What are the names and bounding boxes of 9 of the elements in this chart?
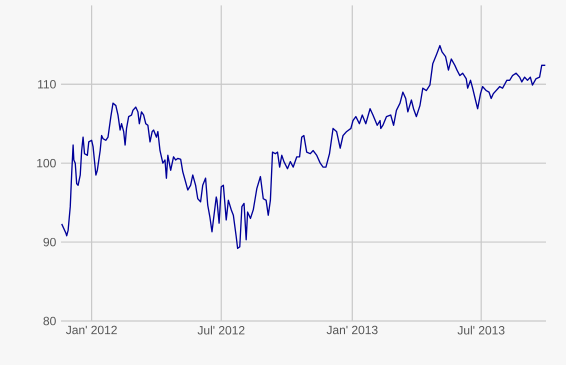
y-tick-label: 110 <box>38 80 56 89</box>
y-tick-label: 90 <box>44 238 56 246</box>
line-series <box>61 44 546 250</box>
x-tick-label: Jul' 2012 <box>198 326 244 335</box>
x-tick-label: Jan' 2012 <box>66 326 117 334</box>
y-tick-label: 80 <box>43 316 56 326</box>
x-tick-label: Jan' 2013 <box>326 326 378 334</box>
y-tick-label: 100 <box>37 158 56 168</box>
x-tick-label: Jul' 2013 <box>458 326 504 335</box>
